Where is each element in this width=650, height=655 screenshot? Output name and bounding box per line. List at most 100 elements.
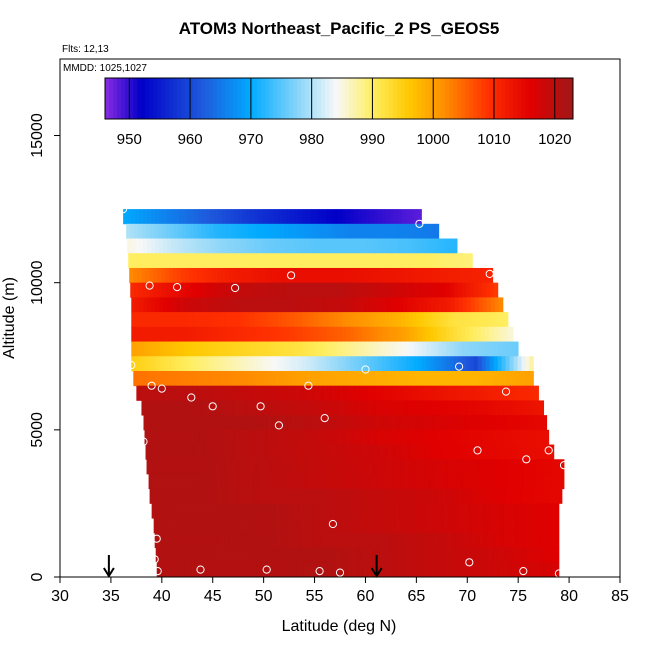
heatmap-cell <box>424 253 430 269</box>
heatmap-cell <box>414 415 420 431</box>
heatmap-cell <box>307 297 312 313</box>
heatmap-cell <box>519 518 524 534</box>
heatmap-cell <box>355 444 360 460</box>
heatmap-cell <box>351 488 357 504</box>
heatmap-cell <box>363 444 368 460</box>
heatmap-cell <box>411 503 416 519</box>
heatmap-cell <box>400 532 405 548</box>
heatmap-cell <box>536 459 541 475</box>
heatmap-cell <box>224 473 229 490</box>
heatmap-cell <box>389 253 394 269</box>
heatmap-cell <box>359 562 365 578</box>
heatmap-cell <box>503 400 509 416</box>
heatmap-cell <box>177 444 182 460</box>
heatmap-cell <box>224 488 230 504</box>
heatmap-cell <box>135 209 140 225</box>
heatmap-cell <box>138 282 143 298</box>
heatmap-cell <box>165 370 170 387</box>
heatmap-cell <box>475 518 480 534</box>
heatmap-cell <box>509 326 514 342</box>
heatmap-cell <box>505 370 511 387</box>
heatmap-cell <box>199 341 204 357</box>
heatmap-cell <box>477 370 483 387</box>
heatmap-cell <box>244 473 249 490</box>
heatmap-cell <box>231 503 236 519</box>
heatmap-cell <box>458 370 463 387</box>
heatmap-cell <box>135 238 140 254</box>
heatmap-cell <box>241 532 247 548</box>
heatmap-cell <box>456 459 462 475</box>
heatmap-cell <box>169 223 175 239</box>
heatmap-cell <box>500 312 505 328</box>
heatmap-cell <box>440 312 445 328</box>
heatmap-cell <box>263 503 268 519</box>
heatmap-cell <box>270 209 275 225</box>
heatmap-cell <box>297 459 302 475</box>
heatmap-cell <box>444 473 449 490</box>
heatmap-cell <box>214 238 220 254</box>
colorbar-cell <box>481 78 486 119</box>
heatmap-cell <box>401 238 406 254</box>
heatmap-cell <box>430 297 436 313</box>
heatmap-cell <box>284 562 289 578</box>
heatmap-cell <box>322 429 328 445</box>
heatmap-cell <box>229 223 234 239</box>
heatmap-cell <box>464 312 469 328</box>
heatmap-cell <box>461 356 467 372</box>
heatmap-cell <box>271 547 276 563</box>
heatmap-cell <box>173 488 178 504</box>
heatmap-cell <box>510 341 515 357</box>
heatmap-cell <box>548 473 553 490</box>
heatmap-cell <box>188 370 194 387</box>
heatmap-cell <box>216 370 221 387</box>
x-tick-label: 45 <box>204 588 222 605</box>
heatmap-cell <box>479 400 485 416</box>
heatmap-cell <box>157 267 162 284</box>
heatmap-cell <box>217 223 222 239</box>
heatmap-cell <box>460 459 466 475</box>
heatmap-cell <box>538 503 544 519</box>
heatmap-cell <box>522 547 528 563</box>
heatmap-cell <box>368 518 373 534</box>
heatmap-cell <box>348 518 353 534</box>
heatmap-cell <box>431 488 436 504</box>
heatmap-cell <box>304 562 309 578</box>
heatmap-cell <box>235 429 241 445</box>
sample-point <box>147 381 156 390</box>
heatmap-cell <box>186 532 191 548</box>
heatmap-cell <box>398 370 404 387</box>
heatmap-cell <box>335 385 340 401</box>
heatmap-cell <box>371 488 377 504</box>
heatmap-cell <box>535 400 541 416</box>
sample-point <box>465 558 474 567</box>
heatmap-cell <box>472 473 477 490</box>
dates-note: MMDD: 1025,1027 <box>63 63 147 74</box>
heatmap-cell <box>444 400 449 416</box>
heatmap-cell <box>231 385 237 401</box>
heatmap-cell <box>226 459 231 475</box>
heatmap-cell <box>293 312 299 328</box>
heatmap-cell <box>159 312 164 328</box>
heatmap-cell <box>325 209 331 225</box>
heatmap-cell <box>155 312 160 328</box>
heatmap-cell <box>407 503 412 519</box>
colorbar-cell <box>125 78 130 119</box>
heatmap-cell <box>323 444 329 460</box>
heatmap-cell <box>404 459 410 475</box>
heatmap-cell <box>449 282 455 298</box>
heatmap-cell <box>276 488 281 504</box>
heatmap-cell <box>188 473 193 490</box>
heatmap-cell <box>229 532 235 548</box>
heatmap-cell <box>450 385 456 401</box>
heatmap-cell <box>438 297 444 313</box>
heatmap-cell <box>162 532 167 548</box>
heatmap-cell <box>446 488 452 504</box>
heatmap-cell <box>181 444 186 460</box>
heatmap-cell <box>158 209 164 225</box>
heatmap-cell <box>185 518 190 534</box>
heatmap-cell <box>345 209 351 225</box>
heatmap-cell <box>272 488 277 504</box>
heatmap-cell <box>395 562 401 578</box>
heatmap-cell <box>287 297 292 313</box>
heatmap-cell <box>369 238 375 254</box>
